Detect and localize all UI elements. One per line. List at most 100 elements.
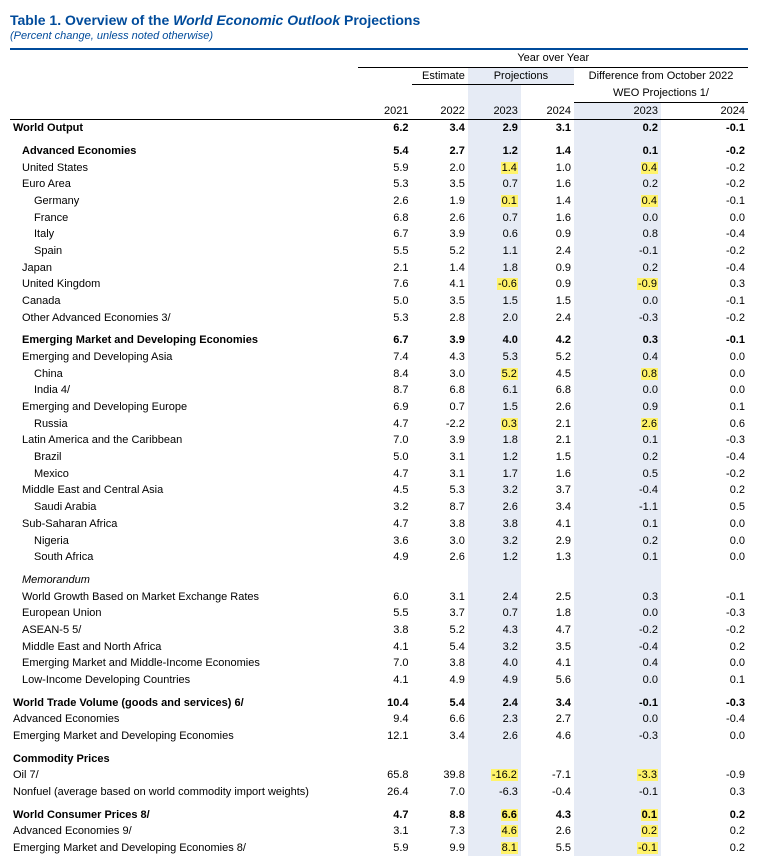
cell-value: 3.9	[412, 332, 468, 349]
cell-value: 3.6	[358, 532, 411, 549]
cell-value: 0.6	[468, 226, 521, 243]
cell-value: 6.8	[358, 210, 411, 227]
cell-value: 3.8	[412, 655, 468, 672]
cell-value: -0.1	[661, 120, 748, 137]
cell-value: 3.1	[412, 449, 468, 466]
cell-value: 5.5	[358, 605, 411, 622]
col-diff-2024: 2024	[661, 102, 748, 120]
cell-value: 3.2	[468, 532, 521, 549]
row-label: Emerging Market and Developing Economies	[10, 332, 358, 349]
cell-value: 5.5	[358, 243, 411, 260]
table-row: Emerging Market and Middle-Income Econom…	[10, 655, 748, 672]
table-row: World Trade Volume (goods and services) …	[10, 694, 748, 711]
cell-value: 5.0	[358, 449, 411, 466]
cell-value: 0.2	[661, 638, 748, 655]
cell-value: 0.5	[661, 499, 748, 516]
cell-value: 9.4	[358, 711, 411, 728]
cell-value: 2.1	[358, 260, 411, 277]
cell-value: 0.1	[574, 432, 661, 449]
cell-value: -0.1	[661, 293, 748, 310]
cell-value: 0.2	[574, 449, 661, 466]
row-label: Russia	[10, 416, 358, 433]
table-row: Other Advanced Economies 3/5.32.82.02.4-…	[10, 310, 748, 327]
cell-value: 1.4	[412, 260, 468, 277]
cell-value: 2.5	[521, 588, 574, 605]
table-row: United Kingdom7.64.1-0.60.9-0.90.3	[10, 276, 748, 293]
cell-value: 0.0	[574, 605, 661, 622]
cell-value: 1.4	[521, 143, 574, 160]
cell-value: 2.7	[521, 711, 574, 728]
cell-value: 12.1	[358, 728, 411, 745]
cell-value: 0.1	[574, 516, 661, 533]
table-row: Spain5.55.21.12.4-0.1-0.2	[10, 243, 748, 260]
row-label: United States	[10, 160, 358, 177]
cell-value: 0.7	[468, 210, 521, 227]
cell-value: 0.0	[661, 728, 748, 745]
cell-value: -16.2	[468, 767, 521, 784]
row-label: India 4/	[10, 382, 358, 399]
cell-value	[521, 750, 574, 767]
cell-value: 5.2	[468, 366, 521, 383]
cell-value: 0.8	[574, 366, 661, 383]
row-label: Commodity Prices	[10, 750, 358, 767]
cell-value: -0.3	[661, 432, 748, 449]
col-2022: 2022	[412, 102, 468, 120]
table-row: Japan2.11.41.80.90.2-0.4	[10, 260, 748, 277]
table-row: ASEAN-5 5/3.85.24.34.7-0.2-0.2	[10, 622, 748, 639]
cell-value: -0.1	[574, 694, 661, 711]
row-label: Latin America and the Caribbean	[10, 432, 358, 449]
cell-value: -7.1	[521, 767, 574, 784]
cell-value: 4.6	[521, 728, 574, 745]
cell-value: -0.1	[574, 840, 661, 857]
row-label: Advanced Economies	[10, 143, 358, 160]
cell-value: 5.2	[412, 622, 468, 639]
cell-value: 2.6	[521, 399, 574, 416]
cell-value: 4.0	[468, 655, 521, 672]
cell-value: 5.5	[521, 840, 574, 857]
table-row: Low-Income Developing Countries4.14.94.9…	[10, 672, 748, 689]
cell-value: 0.0	[661, 349, 748, 366]
cell-value: 3.5	[521, 638, 574, 655]
cell-value: 5.6	[521, 672, 574, 689]
table-row: Emerging and Developing Asia7.44.35.35.2…	[10, 349, 748, 366]
cell-value: 5.2	[412, 243, 468, 260]
cell-value: -0.3	[661, 605, 748, 622]
cell-value: 0.0	[661, 655, 748, 672]
cell-value: -0.9	[661, 767, 748, 784]
table-row: Latin America and the Caribbean7.03.91.8…	[10, 432, 748, 449]
cell-value: 4.5	[358, 482, 411, 499]
cell-value: 0.0	[574, 672, 661, 689]
cell-value: 2.4	[521, 310, 574, 327]
cell-value: 2.3	[468, 711, 521, 728]
header-diff-line1: Difference from October 2022	[589, 70, 734, 82]
cell-value: 2.6	[468, 728, 521, 745]
row-label: Nonfuel (average based on world commodit…	[10, 784, 358, 801]
col-2023: 2023	[468, 102, 521, 120]
col-diff-2023: 2023	[574, 102, 661, 120]
row-label: Nigeria	[10, 532, 358, 549]
cell-value: 2.1	[521, 432, 574, 449]
row-label: Low-Income Developing Countries	[10, 672, 358, 689]
cell-value	[661, 572, 748, 589]
cell-value: 0.2	[574, 120, 661, 137]
cell-value: 4.7	[358, 516, 411, 533]
cell-value: 8.7	[358, 382, 411, 399]
cell-value: 1.2	[468, 549, 521, 566]
cell-value: 2.6	[358, 193, 411, 210]
cell-value: 65.8	[358, 767, 411, 784]
cell-value: 1.3	[521, 549, 574, 566]
cell-value: 3.8	[412, 516, 468, 533]
cell-value: 2.4	[468, 694, 521, 711]
cell-value: 4.1	[521, 516, 574, 533]
cell-value: 3.5	[412, 176, 468, 193]
cell-value: 0.0	[574, 382, 661, 399]
cell-value: -0.2	[661, 622, 748, 639]
cell-value	[468, 750, 521, 767]
cell-value: 1.2	[468, 449, 521, 466]
cell-value: 0.0	[574, 711, 661, 728]
cell-value: 4.1	[521, 655, 574, 672]
cell-value	[574, 750, 661, 767]
cell-value: 1.5	[468, 293, 521, 310]
row-label: Oil 7/	[10, 767, 358, 784]
cell-value: 0.9	[521, 226, 574, 243]
